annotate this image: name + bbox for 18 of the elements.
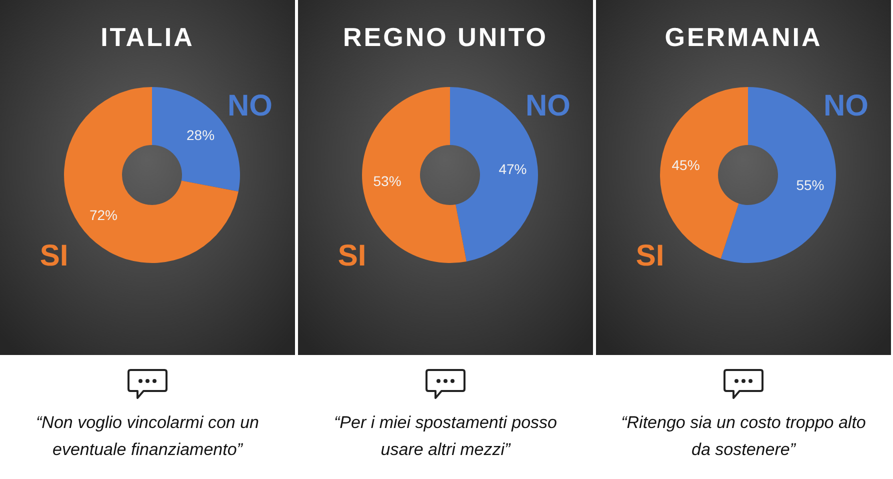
slice-label: NO — [228, 90, 272, 122]
chart-title: REGNO UNITO — [343, 22, 548, 52]
data-label: 28% — [186, 126, 215, 143]
slice-label: NO — [526, 90, 570, 122]
slice-label: SI — [636, 240, 664, 272]
slice-label: SI — [338, 240, 366, 272]
data-label: 53% — [373, 172, 402, 189]
slice-label: SI — [40, 240, 68, 272]
data-label: 55% — [796, 176, 824, 193]
text: “Non voglio vincolarmi con un eventuale finanziamento” — [36, 413, 259, 459]
data-label: 47% — [498, 160, 527, 177]
text: “Per i miei spostamenti posso usare altri mezzi” — [334, 413, 557, 459]
chart-title: GERMANIA — [664, 22, 822, 52]
data-label: 72% — [89, 207, 118, 224]
data-label: 45% — [672, 157, 700, 174]
text: “Ritengo sia un costo troppo alto da sostenere” — [621, 413, 866, 459]
slice-label: NO — [824, 90, 868, 122]
chart-title: ITALIA — [100, 22, 194, 52]
